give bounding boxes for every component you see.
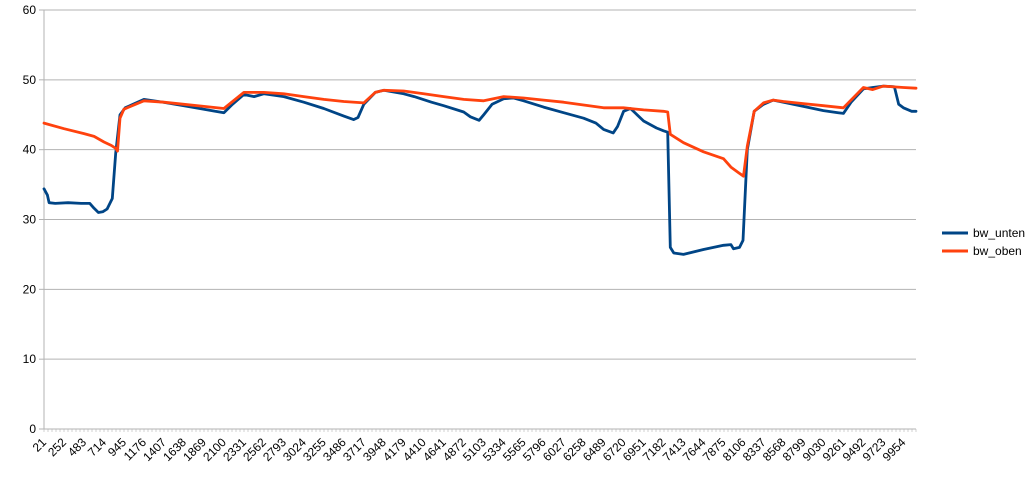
xtick-label-714: 714 [85,435,109,459]
ytick-label-0: 0 [29,422,36,436]
series-line-bw-oben [42,84,918,178]
legend-label-bw-oben: bw_oben [973,244,1022,258]
ytick-label-40: 40 [23,143,37,157]
ytick-label-60: 60 [23,3,37,17]
axes [39,9,917,432]
gridlines [44,9,916,430]
y-tick-labels: 0 10 20 30 40 50 60 [23,3,37,436]
legend-item-bw-unten: bw_unten [942,226,1025,240]
xtick-label-9954: 9954 [880,435,909,464]
series-line-bw-unten [42,84,918,256]
ytick-label-10: 10 [23,352,37,366]
ytick-label-20: 20 [23,282,37,296]
ytick-label-30: 30 [23,213,37,227]
xtick-label-483: 483 [65,435,89,459]
xtick-label-252: 252 [45,435,69,459]
series-lines [42,84,918,256]
legend: bw_unten bw_oben [942,226,1025,258]
x-tick-labels: 2125248371494511761407163818692100233125… [30,435,909,464]
ytick-label-50: 50 [23,73,37,87]
legend-item-bw-oben: bw_oben [942,244,1022,258]
legend-label-bw-unten: bw_unten [973,226,1025,240]
